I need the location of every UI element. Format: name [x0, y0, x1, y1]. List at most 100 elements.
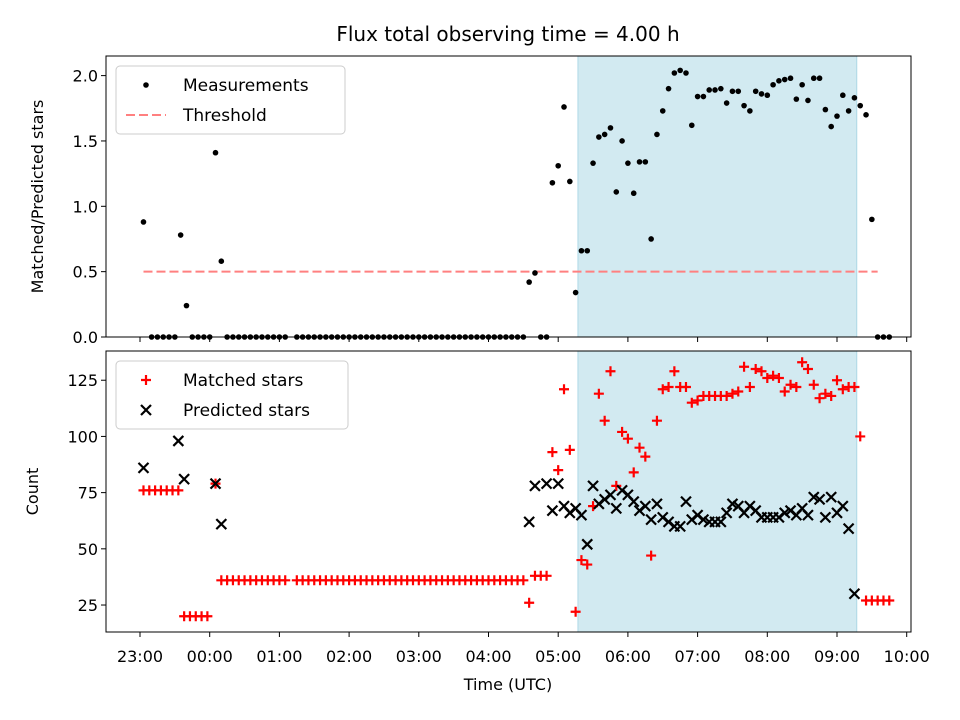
legend-label: Matched stars [183, 371, 303, 391]
measurement-point [625, 160, 631, 166]
count-legend: Matched stars Predicted stars [115, 360, 349, 430]
measurement-point [857, 102, 864, 109]
ratio-marks [140, 67, 893, 340]
measurement-point [140, 219, 147, 225]
measurement-point [619, 138, 625, 144]
matched-star-point [680, 381, 691, 392]
predicted-star-point [215, 518, 228, 530]
predicted-star-point [680, 495, 692, 508]
legend-label: Predicted stars [183, 401, 310, 421]
measurement-point [810, 75, 817, 82]
x-tick-label: 04:00 [465, 647, 511, 666]
matched-star-point [173, 485, 184, 496]
legend-label: Measurements [183, 76, 309, 96]
matched-star-point [541, 570, 552, 581]
measurement-point [758, 91, 765, 97]
matched-star-point [518, 575, 529, 586]
measurement-point [601, 131, 608, 138]
matched-star-point [692, 395, 703, 406]
matched-star-point [617, 426, 628, 437]
ratio-legend: Measurements Threshold [115, 65, 346, 135]
matched-star-point [651, 415, 662, 426]
predicted-star-point [802, 509, 814, 521]
measurement-point [840, 92, 846, 99]
chart-title: Flux total observing time = 4.00 h [336, 22, 679, 46]
matched-star-point [785, 379, 796, 390]
y-tick-label: 125 [67, 371, 98, 390]
measurement-point [752, 88, 759, 95]
matched-star-point [657, 384, 668, 395]
measurement-point [613, 189, 620, 195]
predicted-star-point [819, 511, 832, 524]
y-tick-label: 75 [78, 484, 98, 503]
measurement-point [218, 258, 225, 264]
predicted-star-point [552, 477, 564, 490]
measurement-point [683, 70, 689, 76]
predicted-star-point [209, 477, 222, 490]
measurement-point [828, 123, 834, 130]
y-tick-label: 1.0 [73, 197, 98, 216]
legend-marker [140, 404, 152, 416]
predicted-star-point [581, 538, 594, 551]
y-tick-label: 0.0 [73, 328, 98, 347]
predicted-star-point [651, 498, 663, 510]
measurement-point [723, 100, 730, 106]
matched-star-point [553, 465, 564, 476]
predicted-star-point [523, 516, 535, 528]
measurement-point [177, 232, 184, 238]
measurement-point [718, 85, 724, 92]
matched-star-point [797, 357, 808, 368]
matched-star-point [570, 606, 581, 617]
matched-star-point [779, 386, 790, 397]
matched-star-point [202, 611, 213, 622]
matched-star-point [791, 381, 802, 392]
matched-star-point [855, 431, 866, 442]
matched-star-point [564, 444, 575, 455]
predicted-star-point [645, 513, 657, 526]
ratio-axes-frame [105, 55, 912, 338]
predicted-star-point [627, 495, 640, 508]
predicted-star-point [172, 435, 185, 447]
measurement-point [578, 247, 585, 254]
matched-star-point [559, 384, 570, 395]
matched-star-point [576, 555, 587, 566]
count-y-axis-label: Count [23, 468, 42, 516]
count-panel: 25 50 75 100 125 23:00 00:00 01:00 02:00 03:00 04… [23, 350, 930, 694]
predicted-star-point [529, 480, 541, 492]
matched-star-point [721, 390, 732, 401]
measurement-point [694, 93, 701, 100]
y-tick-label: 100 [67, 427, 98, 446]
measurement-point [851, 95, 858, 101]
matched-star-point [727, 388, 738, 399]
measurement-point [741, 102, 747, 109]
ratio-y-axis: 0.0 0.5 1.0 1.5 2.0 [73, 67, 106, 347]
matched-star-point [593, 388, 604, 399]
measurement-point [863, 112, 869, 118]
predicted-star-point [837, 500, 849, 512]
measurement-point [781, 76, 788, 83]
matched-star-point [773, 372, 784, 383]
measurement-point [805, 97, 811, 104]
measurement-point [688, 122, 695, 129]
matched-star-point [622, 433, 633, 444]
x-tick-label: 09:00 [814, 647, 860, 666]
predicted-star-point [610, 502, 623, 515]
measurement-point [567, 178, 573, 185]
y-tick-label: 2.0 [73, 67, 98, 86]
matched-star-point [762, 372, 773, 383]
matched-star-point [663, 381, 674, 392]
x-axis-label: Time (UTC) [463, 675, 552, 694]
measurement-point [555, 162, 561, 169]
count-axes-frame [105, 350, 912, 633]
observing-span-top [577, 55, 858, 338]
measurement-point [665, 85, 672, 92]
measurement-point [561, 104, 567, 110]
predicted-star-point [546, 504, 559, 517]
measurement-point [584, 247, 591, 254]
matched-star-point [768, 370, 779, 381]
measurement-point [706, 87, 713, 93]
predicted-star-point [848, 588, 861, 600]
matched-star-point [628, 467, 639, 478]
matched-star-point [599, 415, 610, 426]
